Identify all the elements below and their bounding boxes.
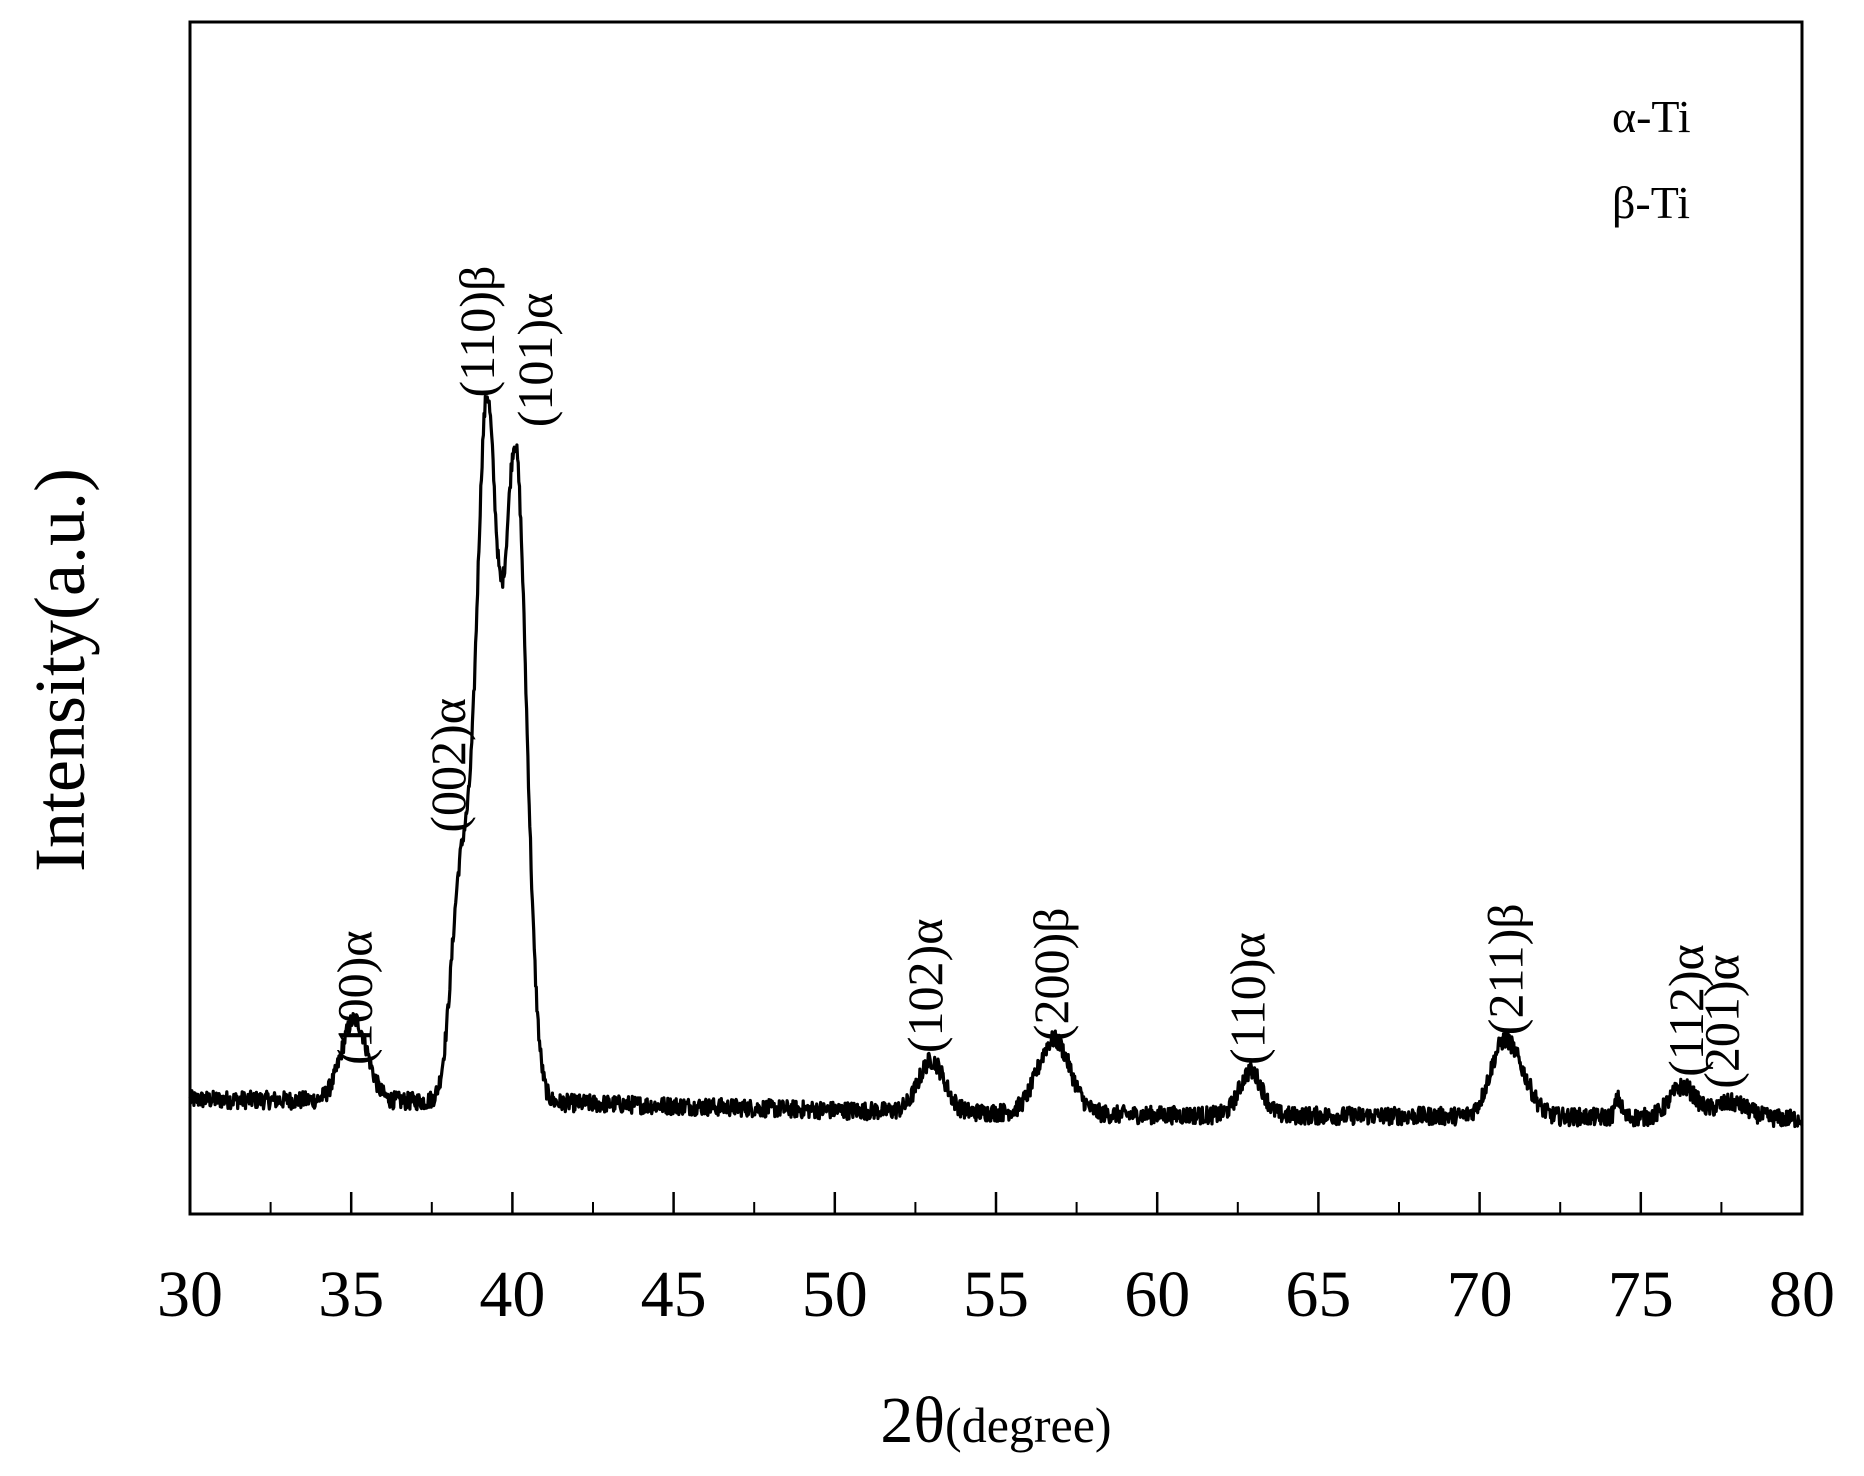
peak-label: (200)β bbox=[1023, 907, 1079, 1041]
y-axis-label: Intensity(a.u.) bbox=[20, 468, 100, 872]
x-tick-label: 65 bbox=[1285, 1258, 1351, 1331]
peak-label: (002)α bbox=[420, 698, 476, 833]
x-tick-label: 55 bbox=[963, 1258, 1029, 1331]
peak-labels: (100)α (002)α (110)β (101)α (102)α (200)β (110… bbox=[326, 266, 1749, 1089]
peak-label: (112)α bbox=[1658, 944, 1714, 1077]
peak-label: (201)α bbox=[1693, 954, 1749, 1089]
x-tick-label: 50 bbox=[802, 1258, 868, 1331]
plot-frame bbox=[188, 20, 1804, 1216]
legend-entry-alpha: α-Ti bbox=[1612, 91, 1691, 142]
x-tick-label: 60 bbox=[1124, 1258, 1190, 1331]
x-tick-labels: 30 35 40 45 50 55 60 65 70 75 80 bbox=[157, 1258, 1835, 1331]
x-major-ticks bbox=[188, 1192, 1804, 1214]
legend-entry-beta: β-Ti bbox=[1612, 177, 1690, 228]
xrd-pattern-line bbox=[188, 394, 1804, 1129]
x-tick-label: 35 bbox=[318, 1258, 384, 1331]
x-tick-label: 80 bbox=[1769, 1258, 1835, 1331]
peak-label: (110)β bbox=[449, 266, 505, 398]
x-axis-label: 2θ(degree) bbox=[880, 1384, 1111, 1457]
x-axis-label-unit: (degree) bbox=[945, 1397, 1112, 1453]
x-tick-label: 75 bbox=[1608, 1258, 1674, 1331]
x-tick-label: 30 bbox=[157, 1258, 223, 1331]
x-axis-label-main: 2θ bbox=[880, 1384, 945, 1457]
peak-label: (100)α bbox=[326, 931, 382, 1066]
peak-label: (102)α bbox=[897, 919, 953, 1054]
peak-label: (211)β bbox=[1477, 903, 1533, 1035]
peak-label: (101)α bbox=[507, 293, 563, 428]
x-minor-ticks bbox=[269, 1202, 1723, 1214]
x-tick-label: 70 bbox=[1447, 1258, 1513, 1331]
x-tick-label: 40 bbox=[479, 1258, 545, 1331]
x-tick-label: 45 bbox=[641, 1258, 707, 1331]
peak-label: (110)α bbox=[1220, 932, 1276, 1065]
